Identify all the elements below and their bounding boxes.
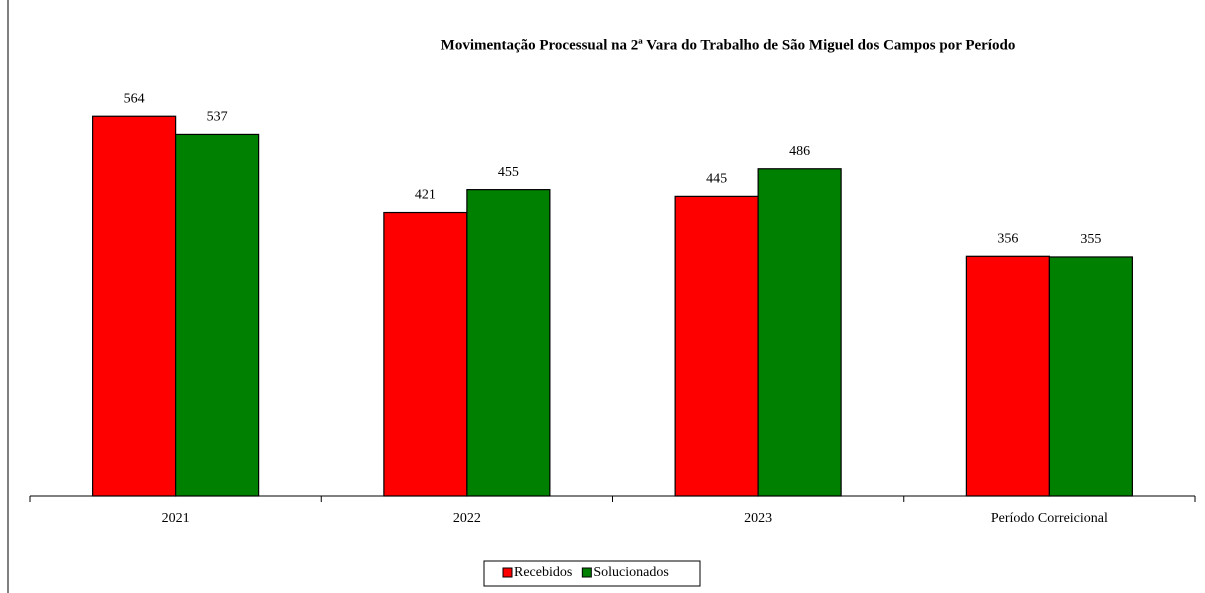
x-tick-label: 2021 bbox=[162, 511, 190, 526]
bar bbox=[674, 195, 759, 497]
data-label: 564 bbox=[124, 91, 145, 106]
bar bbox=[757, 168, 842, 497]
data-label: 421 bbox=[415, 188, 436, 203]
x-tick-label: 2023 bbox=[744, 511, 772, 526]
legend-swatch bbox=[581, 567, 592, 578]
bar bbox=[466, 189, 551, 497]
legend-box bbox=[483, 560, 701, 587]
bar bbox=[92, 115, 177, 497]
x-tick-label: 2022 bbox=[453, 511, 481, 526]
data-label: 486 bbox=[789, 144, 810, 159]
bar bbox=[965, 255, 1050, 497]
bar bbox=[1048, 256, 1133, 497]
x-tick-label: Período Correicional bbox=[991, 511, 1108, 526]
data-label: 537 bbox=[207, 110, 228, 125]
legend-swatch bbox=[502, 567, 513, 578]
data-label: 356 bbox=[997, 232, 1018, 247]
data-label: 445 bbox=[706, 172, 727, 187]
legend-label: Solucionados bbox=[593, 565, 668, 580]
bar bbox=[175, 133, 260, 497]
legend-label: Recebidos bbox=[514, 565, 572, 580]
chart-title: Movimentação Processual na 2ª Vara do Tr… bbox=[441, 37, 1016, 53]
bar bbox=[383, 211, 468, 497]
data-label: 355 bbox=[1080, 232, 1101, 247]
data-label: 455 bbox=[498, 165, 519, 180]
